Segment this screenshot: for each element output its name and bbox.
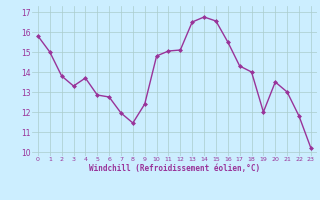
X-axis label: Windchill (Refroidissement éolien,°C): Windchill (Refroidissement éolien,°C) bbox=[89, 164, 260, 173]
